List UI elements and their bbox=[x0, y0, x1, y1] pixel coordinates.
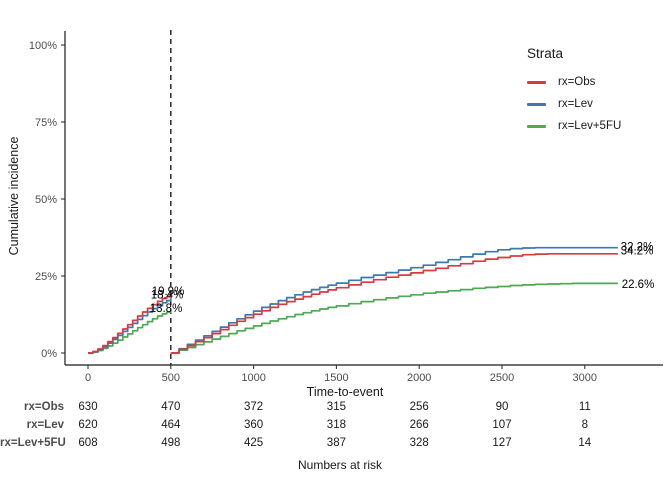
legend: Strata rx=Obs rx=Lev rx=Lev+5FU bbox=[527, 46, 621, 137]
x-tick-label: 2500 bbox=[490, 372, 514, 384]
legend-item: rx=Obs bbox=[527, 71, 621, 93]
risk-table-value: 498 bbox=[161, 437, 181, 449]
risk-table-value: 8 bbox=[581, 419, 588, 431]
risk-table-value: 11 bbox=[578, 401, 591, 413]
risk-table-row-label: rx=Obs bbox=[24, 401, 64, 413]
risk-table-value: 387 bbox=[326, 437, 346, 449]
risk-table-value: 107 bbox=[492, 419, 512, 431]
risk-table-value: 256 bbox=[409, 401, 429, 413]
x-tick-label: 2000 bbox=[407, 372, 431, 384]
risk-table-caption: Numbers at risk bbox=[297, 458, 383, 472]
y-tick-label: 50% bbox=[35, 194, 57, 206]
x-axis-title: Time-to-event bbox=[306, 385, 384, 399]
legend-items: rx=Obs rx=Lev rx=Lev+5FU bbox=[527, 71, 621, 137]
risk-table-value: 14 bbox=[578, 437, 592, 449]
x-tick-label: 500 bbox=[162, 372, 180, 384]
legend-line-swatch-icon bbox=[527, 80, 546, 84]
risk-table-value: 328 bbox=[409, 437, 429, 449]
x-tick-label: 0 bbox=[85, 372, 91, 384]
legend-label: rx=Obs bbox=[558, 76, 596, 88]
risk-table-value: 90 bbox=[495, 401, 509, 413]
risk-table-value: 127 bbox=[492, 437, 512, 449]
y-tick-label: 0% bbox=[41, 348, 57, 360]
legend-item: rx=Lev+5FU bbox=[527, 115, 621, 137]
annotation-label: 19.9% bbox=[152, 286, 185, 298]
risk-table-row-label: rx=Lev bbox=[26, 419, 64, 431]
legend-item: rx=Lev bbox=[527, 93, 621, 115]
risk-table-value: 318 bbox=[326, 419, 346, 431]
annotation-label: 22.6% bbox=[622, 279, 655, 291]
curve-rx-lev bbox=[170, 246, 618, 354]
y-tick-label: 100% bbox=[29, 40, 57, 52]
annotation-label: 32.2% bbox=[621, 242, 654, 254]
y-tick-label: 75% bbox=[35, 117, 57, 129]
legend-line-swatch-icon bbox=[527, 124, 546, 128]
risk-table-value: 315 bbox=[326, 401, 346, 413]
legend-label: rx=Lev+5FU bbox=[558, 120, 622, 132]
risk-table-value: 620 bbox=[78, 419, 98, 431]
curve-rx-obs bbox=[170, 252, 618, 354]
curve-rx-obs bbox=[88, 295, 172, 354]
risk-table-value: 425 bbox=[244, 437, 264, 449]
y-axis-title: Cumulative incidence bbox=[7, 136, 21, 256]
x-tick-label: 1000 bbox=[241, 372, 265, 384]
risk-table-value: 372 bbox=[244, 401, 264, 413]
risk-table-value: 470 bbox=[161, 401, 181, 413]
risk-table-value: 608 bbox=[78, 437, 98, 449]
risk-table-value: 266 bbox=[409, 419, 429, 431]
curve-rx-lev-5fu bbox=[170, 282, 618, 354]
risk-table-value: 360 bbox=[244, 419, 264, 431]
x-tick-label: 1500 bbox=[324, 372, 348, 384]
risk-table-row-label: rx=Lev+5FU bbox=[0, 437, 66, 449]
annotation-label: 34.2% bbox=[621, 246, 654, 258]
annotation-label: 13.8% bbox=[150, 303, 183, 315]
legend-label: rx=Lev bbox=[558, 98, 593, 110]
x-tick-label: 3000 bbox=[573, 372, 597, 384]
y-tick-label: 25% bbox=[35, 271, 57, 283]
legend-line-swatch-icon bbox=[527, 102, 546, 106]
legend-title: Strata bbox=[527, 46, 564, 61]
risk-table-value: 630 bbox=[78, 401, 98, 413]
curve-rx-lev-5fu bbox=[88, 311, 172, 354]
risk-table-value: 464 bbox=[161, 419, 181, 431]
annotation-label: 18.4% bbox=[151, 290, 184, 302]
